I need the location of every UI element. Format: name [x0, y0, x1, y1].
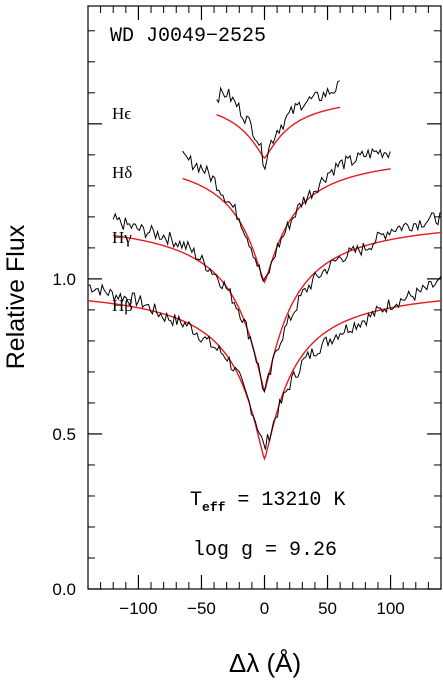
observed-spectrum-δ: [182, 147, 391, 283]
chart-title: WD J0049−2525: [110, 25, 266, 48]
y-tick-label: 0.0: [52, 580, 76, 599]
tick-marks: [87, 6, 442, 590]
x-tick-label: −50: [187, 599, 216, 618]
teff-value: = 13210 K: [225, 489, 345, 512]
tick-labels: −100 −50 0 50 100 0.0 0.5 1.0: [52, 270, 404, 618]
y-tick-label: 1.0: [52, 270, 76, 289]
observed-spectrum-β: [87, 275, 442, 450]
teff-subscript: eff: [202, 500, 226, 515]
observed-spectrum-γ: [112, 212, 441, 394]
logg-annotation: log g = 9.26: [193, 539, 337, 562]
x-tick-label: 0: [260, 599, 269, 618]
teff-annotation: Teff = 13210 K: [190, 489, 345, 515]
series-label: Hδ: [112, 163, 132, 182]
x-tick-label: 100: [376, 599, 404, 618]
series-label: Hγ: [112, 228, 132, 247]
model-fit-γ: [113, 231, 442, 393]
series-labels: Hβ Hγ Hδ Hϵ: [112, 104, 133, 315]
series-label: Hϵ: [112, 104, 131, 123]
y-axis-label: Relative Flux: [2, 224, 30, 369]
observed-spectrum-ϵ: [216, 80, 340, 171]
y-tick-label: 0.5: [52, 425, 76, 444]
x-axis-label: Δλ (Å): [229, 648, 301, 678]
spectra-curves: [87, 80, 442, 461]
model-fit-ϵ: [216, 106, 341, 160]
model-fit-β: [87, 300, 442, 461]
x-tick-label: −100: [119, 599, 157, 618]
series-label: Hβ: [112, 296, 133, 315]
teff-label: T: [190, 489, 202, 512]
x-tick-label: 50: [318, 599, 337, 618]
